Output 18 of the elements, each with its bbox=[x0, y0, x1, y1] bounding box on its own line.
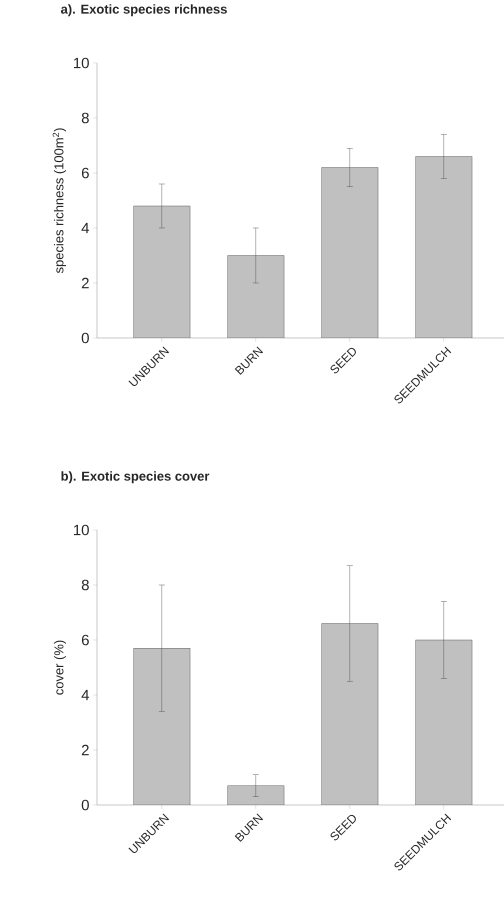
chart-title: a). Exotic species richness bbox=[60, 4, 227, 16]
y-tick-label: 8 bbox=[82, 580, 89, 590]
y-axis-title: species richness (100m$^{2}$) bbox=[52, 128, 66, 274]
y-tick-label: 10 bbox=[74, 524, 89, 536]
y-tick-label: 6 bbox=[82, 168, 89, 178]
y-tick-label: 2 bbox=[82, 278, 89, 288]
y-tick-label: 4 bbox=[81, 690, 89, 700]
y-tick-label: 2 bbox=[82, 744, 89, 756]
chart-title: b). Exotic species cover bbox=[61, 471, 210, 484]
y-tick-label: 10 bbox=[74, 58, 89, 68]
y-tick-label: 4 bbox=[81, 222, 89, 234]
y-tick-label: 0 bbox=[82, 800, 89, 810]
bar bbox=[133, 648, 190, 805]
y-axis-title: cover (%) bbox=[54, 640, 66, 695]
bar bbox=[227, 786, 284, 805]
y-tick-label: 0 bbox=[82, 332, 89, 344]
y-tick-label: 6 bbox=[82, 634, 89, 646]
y-tick-label: 8 bbox=[82, 112, 89, 124]
